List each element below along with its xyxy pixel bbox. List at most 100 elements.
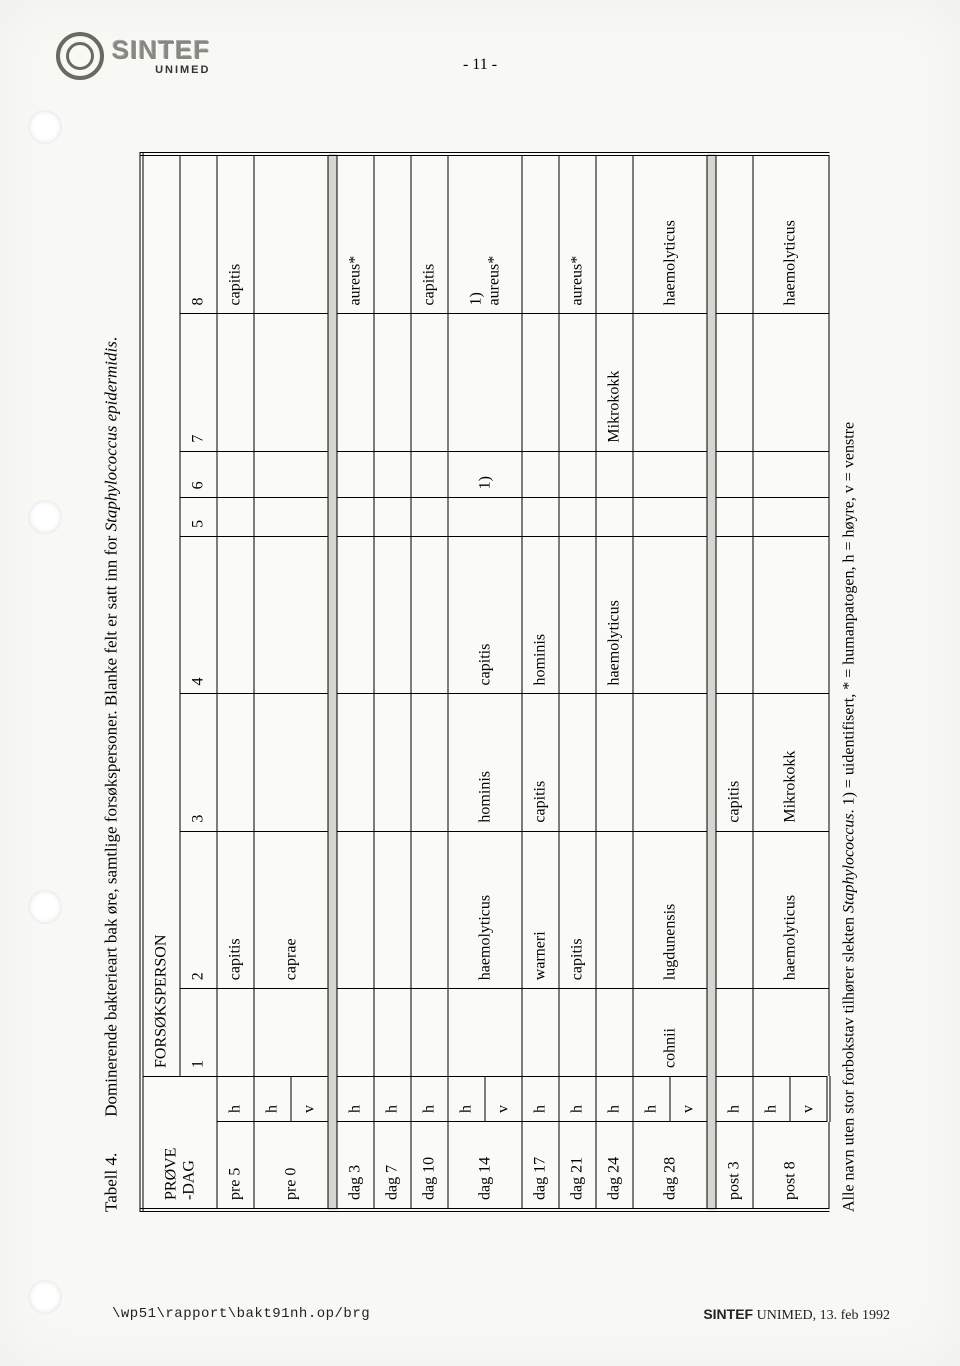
data-cell: Mikrokokk [596, 314, 633, 451]
data-cell [374, 154, 411, 314]
data-cell [596, 498, 633, 537]
data-cell [559, 536, 596, 694]
data-cell: capitis [217, 831, 254, 989]
data-cell [337, 451, 374, 498]
data-cell [411, 498, 448, 537]
data-cell: hominis [448, 694, 522, 831]
data-cell: Mikrokokk [753, 694, 829, 831]
person-header: 5 [180, 498, 217, 537]
data-cell [559, 451, 596, 498]
data-cell [559, 498, 596, 537]
data-cell [411, 694, 448, 831]
data-cell [374, 498, 411, 537]
data-cell: capitis [448, 536, 522, 694]
data-cell [254, 989, 328, 1077]
data-cell [411, 314, 448, 451]
data-cell [716, 498, 753, 537]
page-number: - 11 - [463, 56, 497, 74]
corner-header: PRØVE-DAG [142, 1077, 218, 1211]
data-cell [217, 989, 254, 1077]
day-cell: dag 21 [559, 1122, 596, 1211]
side-cell: h [217, 1077, 254, 1122]
punch-hole-icon [28, 110, 62, 144]
data-cell [217, 451, 254, 498]
data-cell [633, 451, 707, 498]
data-cell [217, 694, 254, 831]
person-header: 7 [180, 314, 217, 451]
data-cell: haemolyticus [448, 831, 522, 989]
data-cell [633, 694, 707, 831]
day-cell: dag 17 [522, 1122, 559, 1211]
person-header: 1 [180, 989, 217, 1077]
data-cell: aureus* [337, 154, 374, 314]
data-cell: cohnii [633, 989, 707, 1077]
day-cell: post 3 [716, 1122, 753, 1211]
side-cell: h [254, 1077, 291, 1122]
data-cell [374, 989, 411, 1077]
data-cell [448, 989, 522, 1077]
punch-hole-icon [28, 1280, 62, 1314]
data-cell [448, 314, 522, 451]
data-cell [522, 989, 559, 1077]
data-cell [559, 989, 596, 1077]
data-cell [374, 536, 411, 694]
data-cell [448, 498, 522, 537]
data-cell [596, 831, 633, 989]
data-cell [753, 314, 829, 451]
day-cell: dag 3 [337, 1122, 374, 1211]
person-header: 3 [180, 694, 217, 831]
day-cell: dag 24 [596, 1122, 633, 1211]
logo-mark-icon [56, 32, 104, 80]
data-cell: hominis [522, 536, 559, 694]
data-cell: lugdunensis [633, 831, 707, 989]
data-cell [337, 498, 374, 537]
logo-text: SINTEF UNIMED [112, 37, 210, 76]
day-cell: pre 5 [217, 1122, 254, 1211]
data-cell [753, 498, 829, 537]
side-cell: h [716, 1077, 753, 1122]
data-cell: haemolyticus [753, 831, 829, 989]
data-cell [374, 314, 411, 451]
data-cell [596, 154, 633, 314]
day-cell: dag 10 [411, 1122, 448, 1211]
data-cell: 1)aureus* [448, 154, 522, 314]
punch-hole-icon [28, 500, 62, 534]
data-cell [633, 314, 707, 451]
data-cell [716, 536, 753, 694]
data-cell [633, 536, 707, 694]
data-cell [337, 831, 374, 989]
data-cell [753, 989, 829, 1077]
data-cell [254, 451, 328, 498]
data-cell [374, 451, 411, 498]
data-cell: haemolyticus [596, 536, 633, 694]
data-cell [716, 154, 753, 314]
day-cell: post 8 [753, 1122, 829, 1211]
data-cell: capitis [716, 694, 753, 831]
data-cell: capitis [559, 831, 596, 989]
footer-right: SINTEF UNIMED, 13. feb 1992 [703, 1306, 890, 1324]
data-cell: warneri [522, 831, 559, 989]
side-cell: v [485, 1077, 522, 1122]
data-cell [411, 831, 448, 989]
table-caption: Tabell 4. Dominerende bakterieart bak ør… [102, 152, 122, 1212]
table-footnote: Alle navn uten stor forbokstav tilhører … [841, 152, 859, 1212]
data-cell [254, 154, 328, 314]
data-cell [217, 314, 254, 451]
day-cell: dag 7 [374, 1122, 411, 1211]
person-header: 2 [180, 831, 217, 989]
data-cell: haemolyticus [753, 154, 829, 314]
data-cell [254, 498, 328, 537]
data-cell [716, 831, 753, 989]
data-cell [374, 831, 411, 989]
side-cell: v [670, 1077, 707, 1122]
person-header: 6 [180, 451, 217, 498]
data-cell [217, 536, 254, 694]
data-cell: aureus* [559, 154, 596, 314]
data-cell [596, 694, 633, 831]
data-cell [337, 989, 374, 1077]
data-cell [217, 498, 254, 537]
day-cell: pre 0 [254, 1122, 328, 1211]
data-cell [254, 314, 328, 451]
person-header: 8 [180, 154, 217, 314]
day-cell: dag 28 [633, 1122, 707, 1211]
